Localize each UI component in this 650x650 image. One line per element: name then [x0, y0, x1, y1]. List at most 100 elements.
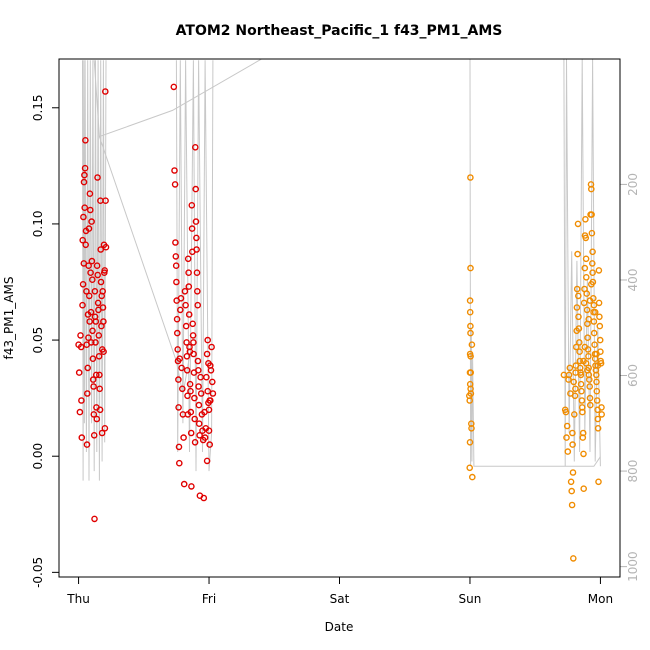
data-point [189, 332, 197, 339]
data-point [586, 383, 594, 390]
data-point [588, 229, 596, 237]
data-point [178, 364, 185, 372]
data-point [86, 190, 94, 197]
data-point [193, 287, 201, 295]
data-point [87, 269, 94, 277]
data-point [94, 271, 101, 279]
data-point [194, 301, 201, 309]
data-point [180, 434, 187, 441]
data-point [573, 285, 581, 293]
data-point [203, 373, 210, 381]
data-point [173, 278, 180, 286]
data-point [594, 424, 602, 432]
data-point [187, 429, 195, 437]
data-point [468, 473, 476, 481]
data-point [586, 376, 593, 383]
data-point [575, 292, 582, 300]
data-point [596, 313, 603, 321]
data-point [206, 397, 214, 404]
data-point [580, 450, 587, 458]
axes-layer: Thu Fri Sat Sun Mon -0.05 0.00 0.05 0.10 0.15 200 4… [31, 94, 640, 606]
data-point [96, 385, 103, 393]
data-point [89, 276, 96, 284]
data-point [467, 352, 474, 360]
secondary-trace [98, 136, 190, 395]
data-point [594, 415, 602, 423]
data-point [184, 392, 191, 400]
data-point [93, 415, 101, 423]
data-point [595, 267, 603, 274]
data-point [467, 329, 474, 337]
secondary-trace [82, 60, 107, 481]
data-point [175, 443, 183, 451]
data-point [100, 318, 107, 325]
data-point [209, 390, 217, 397]
plot-frame [58, 58, 621, 578]
data-point [192, 218, 200, 225]
data-point [595, 299, 603, 307]
data-point [586, 297, 594, 304]
data-point [208, 378, 216, 386]
data-point [79, 236, 86, 244]
data-point [171, 181, 179, 188]
x-axis-label: Date [325, 620, 354, 634]
data-point [563, 434, 570, 441]
secondary-tick-label: 200 [626, 173, 640, 196]
secondary-trace [175, 60, 214, 472]
data-point [566, 364, 574, 372]
data-point [582, 255, 590, 263]
y-axis-label: f43_PM1_AMS [2, 277, 16, 360]
data-point [183, 352, 191, 360]
data-point [86, 318, 93, 325]
data-point [77, 343, 85, 351]
data-point [195, 401, 203, 409]
data-point [88, 218, 95, 225]
data-point [172, 262, 180, 270]
data-point [85, 262, 92, 270]
data-point [589, 248, 596, 256]
data-point [174, 346, 181, 353]
data-point [563, 422, 571, 430]
secondary-tick-label: 800 [626, 460, 640, 483]
data-point [94, 299, 102, 307]
data-point [188, 483, 195, 490]
data-point [176, 355, 183, 363]
data-point [201, 434, 209, 441]
data-point [582, 359, 590, 367]
data-point [91, 287, 99, 295]
data-point [96, 406, 104, 414]
data-point [207, 366, 215, 374]
data-point [90, 411, 98, 418]
data-point [183, 339, 190, 346]
y-tick-label: 0.10 [31, 211, 45, 238]
data-point [593, 387, 601, 395]
data-point [186, 380, 194, 388]
data-point [582, 215, 589, 223]
data-point [200, 494, 208, 502]
secondary-series-layer [82, 58, 601, 481]
data-point [589, 260, 596, 267]
data-point [87, 308, 95, 316]
data-point [466, 397, 474, 404]
secondary-tick-label: 600 [626, 364, 640, 387]
data-point [590, 301, 598, 309]
data-point [78, 434, 86, 441]
data-point [576, 348, 583, 356]
secondary-tick-label: 400 [626, 269, 640, 292]
data-point [585, 352, 592, 360]
data-point [467, 174, 474, 181]
data-point [95, 332, 103, 339]
data-point [595, 478, 602, 486]
data-point [466, 297, 474, 304]
data-point [79, 301, 86, 309]
data-point [192, 185, 199, 193]
data-point [191, 415, 198, 423]
data-point [96, 371, 103, 379]
data-point [197, 390, 205, 397]
data-point [596, 336, 604, 344]
data-point [81, 164, 89, 172]
data-point [185, 269, 192, 277]
data-point [81, 171, 88, 179]
data-point [92, 318, 100, 325]
data-point [565, 371, 573, 379]
